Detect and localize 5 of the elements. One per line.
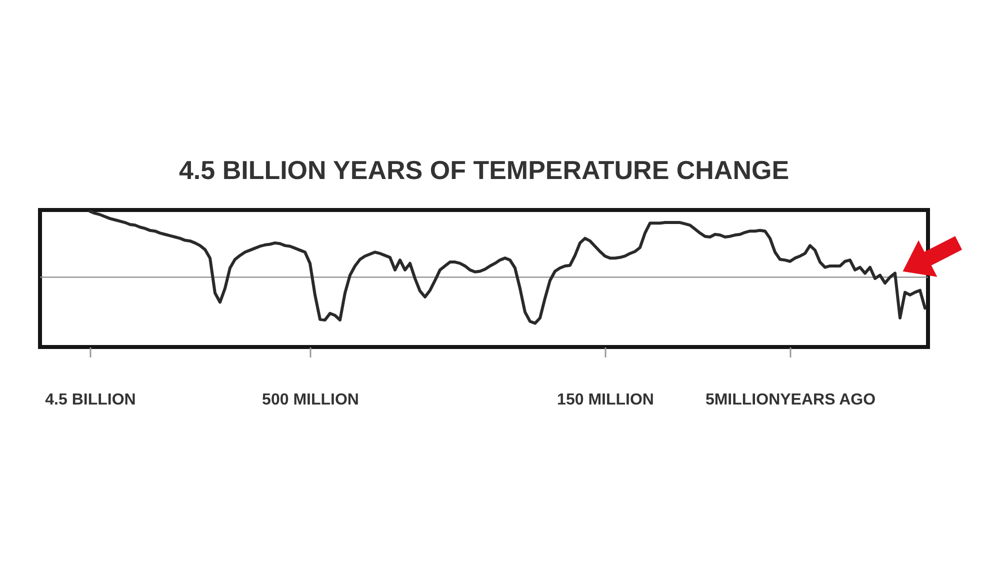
chart-title: 4.5 BILLION YEARS OF TEMPERATURE CHANGE: [178, 154, 790, 185]
x-tick-label: 150 MILLION: [557, 392, 654, 408]
x-tick-label: 500 MILLION: [262, 392, 359, 408]
x-tick-label: 4.5 BILLION: [45, 392, 136, 408]
x-tick-label: 5MILLIONYEARS AGO: [705, 392, 876, 408]
